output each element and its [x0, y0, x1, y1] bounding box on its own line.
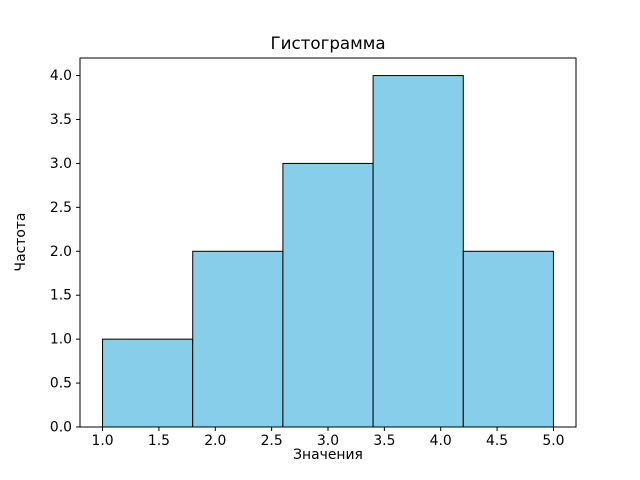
y-tick-label: 1.0	[50, 332, 72, 348]
y-axis-label: Частота	[13, 212, 29, 272]
x-tick-label: 1.5	[148, 433, 170, 449]
x-tick-label: 2.5	[261, 433, 283, 449]
x-tick-label: 3.5	[373, 433, 395, 449]
y-tick-label: 2.0	[50, 244, 72, 260]
histogram-bar	[192, 250, 284, 428]
x-tick-label: 5.0	[542, 433, 564, 449]
histogram-bar	[462, 250, 554, 428]
histogram-bar	[282, 162, 374, 428]
x-tick-label: 4.5	[486, 433, 508, 449]
x-tick-label: 4.0	[430, 433, 452, 449]
y-tick-label: 4.0	[50, 68, 72, 84]
y-tick-label: 1.5	[50, 288, 72, 304]
x-tick-label: 2.0	[204, 433, 226, 449]
y-tick-label: 3.5	[50, 112, 72, 128]
x-axis-label: Значения	[293, 447, 363, 463]
chart-title: Гистограмма	[270, 33, 386, 53]
x-tick-label: 1.0	[91, 433, 113, 449]
y-tick-label: 2.5	[50, 200, 72, 216]
y-tick-label: 3.0	[50, 156, 72, 172]
y-tick-label: 0.5	[50, 376, 72, 392]
x-tick-label: 3.0	[317, 433, 339, 449]
y-tick-label: 0.0	[50, 420, 72, 436]
histogram-bar	[372, 75, 464, 428]
histogram-bar	[102, 338, 194, 428]
